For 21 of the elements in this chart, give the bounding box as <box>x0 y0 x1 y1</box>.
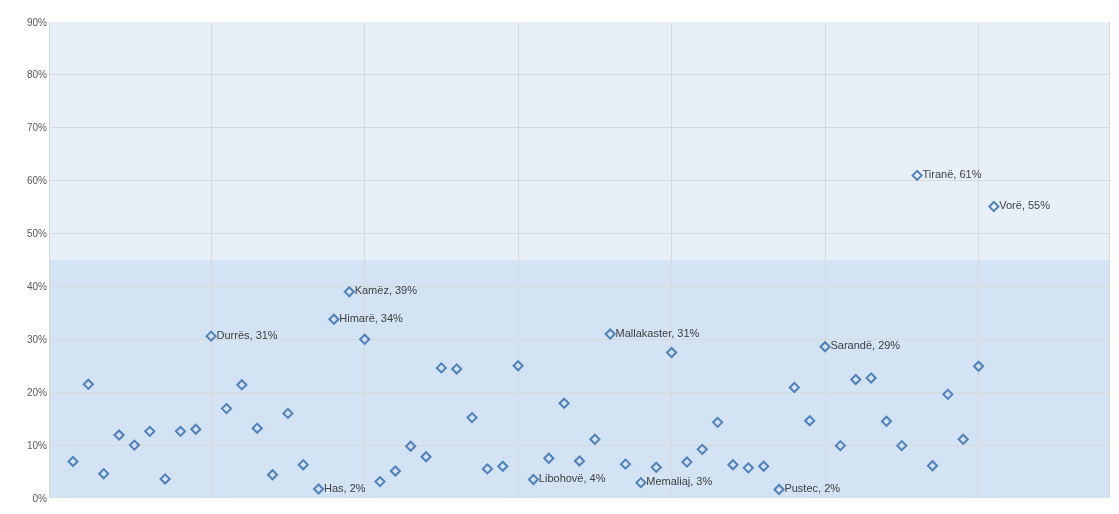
y-tick-label: 30% <box>26 333 48 345</box>
data-label: Tiranë, 61% <box>922 168 982 181</box>
data-label: Kamëz, 39% <box>354 284 418 297</box>
data-label: Pustec, 2% <box>784 482 841 495</box>
data-label: Memaliaj, 3% <box>646 475 713 488</box>
data-label: Sarandë, 29% <box>830 339 901 352</box>
y-tick-label: 70% <box>26 122 48 134</box>
y-tick-label: 10% <box>26 439 48 451</box>
y-tick-label: 20% <box>26 386 48 398</box>
y-tick-label: 40% <box>26 280 48 292</box>
data-label: Mallakaster, 31% <box>615 326 700 339</box>
y-tick-label: 50% <box>26 228 48 240</box>
data-label: Himarë, 34% <box>339 311 404 324</box>
y-tick-label: 0% <box>32 492 48 504</box>
y-tick-label: 90% <box>26 16 48 28</box>
data-label: Has, 2% <box>323 481 366 494</box>
y-tick-label: 60% <box>26 175 48 187</box>
data-label: Vorë, 55% <box>999 199 1051 212</box>
data-label: Durrës, 31% <box>216 328 278 341</box>
data-label: Libohovë, 4% <box>538 472 606 485</box>
y-tick-label: 80% <box>26 69 48 81</box>
